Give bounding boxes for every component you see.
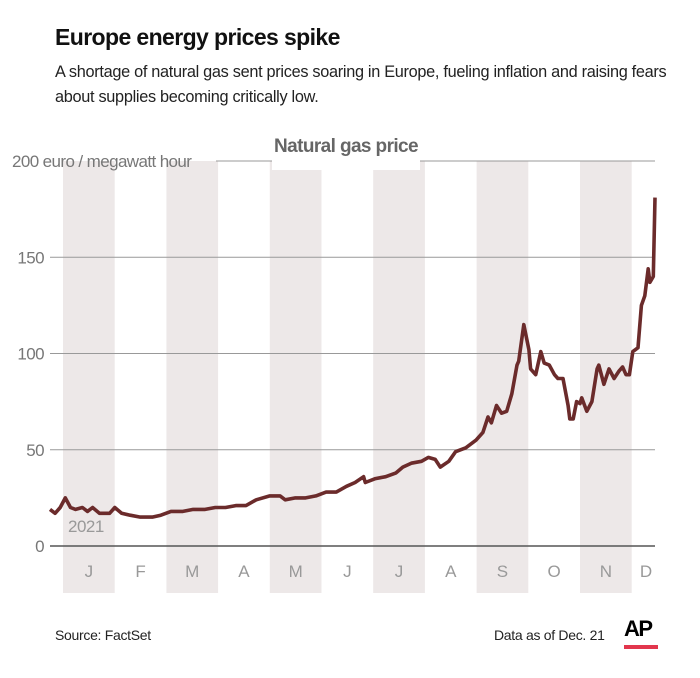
month-label: O	[548, 562, 561, 581]
y-tick-label: 200 euro / megawatt hour	[12, 152, 192, 171]
ap-logo-bar	[624, 645, 658, 649]
month-label: A	[238, 562, 250, 581]
month-label: A	[445, 562, 457, 581]
source-note: Source: FactSet	[55, 627, 151, 643]
month-band	[166, 161, 219, 593]
month-label: M	[185, 562, 199, 581]
y-tick-label: 150	[17, 248, 44, 267]
month-label: S	[497, 562, 508, 581]
month-band	[269, 161, 322, 593]
chart-subtitle: A shortage of natural gas sent prices so…	[55, 63, 667, 106]
ap-logo: AP	[624, 617, 658, 649]
data-as-of-note: Data as of Dec. 21	[494, 627, 605, 643]
month-label: M	[289, 562, 303, 581]
ap-logo-text: AP	[624, 616, 653, 641]
year-label: 2021	[68, 517, 104, 536]
price-line	[48, 197, 657, 519]
month-band	[63, 161, 115, 593]
y-tick-label: 100	[17, 345, 44, 364]
month-label: D	[640, 562, 652, 581]
month-label: F	[135, 562, 145, 581]
y-tick-label: 50	[26, 441, 44, 460]
month-label: J	[85, 562, 94, 581]
y-tick-label: 0	[35, 537, 44, 556]
chart-title: Europe energy prices spike	[55, 24, 340, 50]
month-label: N	[600, 562, 612, 581]
month-band	[373, 161, 425, 593]
plot-title: Natural gas price	[274, 136, 418, 157]
month-band	[476, 161, 529, 593]
month-label: J	[395, 562, 404, 581]
month-label: J	[343, 562, 352, 581]
plot-title-background	[272, 150, 420, 170]
